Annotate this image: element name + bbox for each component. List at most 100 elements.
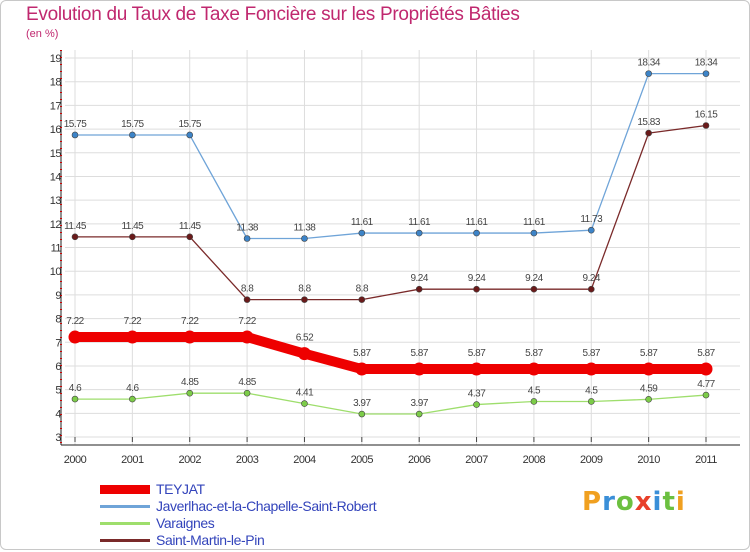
data-label: 4.5 — [585, 385, 598, 396]
data-label: 9.24 — [410, 273, 428, 284]
proxiti-logo: Proxiti — [582, 487, 686, 517]
data-label: 9.24 — [468, 273, 486, 284]
x-tick-label: 2005 — [351, 454, 374, 466]
y-tick-label: 4 — [55, 408, 61, 420]
y-tick-label: 8 — [55, 314, 61, 326]
x-tick-label: 2001 — [121, 454, 144, 466]
legend-label: TEYJAT — [156, 481, 205, 497]
series-point — [645, 129, 652, 137]
x-tick-label: 2010 — [637, 454, 660, 466]
series-point — [186, 131, 194, 139]
series-point — [530, 285, 538, 293]
series-point — [125, 330, 139, 344]
series-point — [358, 229, 366, 237]
series-point — [530, 229, 538, 237]
y-tick-label: 18 — [50, 77, 62, 89]
data-label: 9.24 — [525, 273, 543, 284]
data-label: 5.87 — [353, 348, 371, 359]
y-tick-label: 5 — [55, 385, 61, 397]
y-tick-label: 17 — [50, 100, 62, 112]
data-label: 8.8 — [356, 284, 369, 295]
series-line — [74, 72, 707, 240]
data-label: 5.87 — [640, 348, 658, 359]
data-label: 15.75 — [64, 119, 87, 130]
data-label: 4.85 — [181, 377, 199, 388]
y-tick-label: 15 — [50, 148, 62, 160]
data-label: 16.15 — [695, 110, 718, 121]
series-point — [183, 330, 197, 344]
data-label: 8.8 — [298, 284, 311, 295]
legend-swatch-saint-martin — [100, 539, 150, 542]
unit-label: (en %) — [26, 28, 59, 40]
data-label: 11.61 — [351, 217, 374, 228]
series-point — [68, 330, 82, 344]
x-tick-label: 2009 — [580, 454, 603, 466]
series-point — [297, 347, 311, 361]
x-tick-label: 2007 — [465, 454, 488, 466]
data-label: 5.87 — [525, 348, 543, 359]
y-tick-label: 10 — [50, 266, 62, 278]
data-label: 7.22 — [181, 316, 199, 327]
logo-letter: t — [662, 487, 676, 517]
y-tick-label: 6 — [55, 361, 61, 373]
legend-label: Saint-Martin-le-Pin — [156, 532, 265, 548]
chart-title: Evolution du Taux de Taxe Foncière sur l… — [26, 4, 520, 25]
data-label: 11.45 — [64, 221, 87, 232]
data-label: 11.45 — [121, 221, 144, 232]
data-label: 11.38 — [236, 222, 259, 233]
series-point — [240, 330, 254, 344]
series-point — [129, 233, 136, 241]
data-label: 18.34 — [695, 58, 718, 69]
y-tick-label: 7 — [55, 337, 61, 349]
legend-swatch-varaignes — [100, 522, 150, 525]
data-label: 4.6 — [126, 383, 139, 394]
series-point — [355, 362, 369, 376]
series-point — [243, 389, 251, 397]
series-point — [702, 122, 710, 129]
data-label: 11.73 — [580, 214, 603, 225]
series-point — [301, 296, 308, 303]
data-label: 5.87 — [468, 348, 486, 359]
series-point — [473, 229, 480, 237]
x-tick-label: 2004 — [293, 454, 316, 466]
series-point — [702, 391, 710, 399]
y-tick-label: 13 — [50, 195, 62, 207]
logo-letter: P — [582, 487, 603, 517]
data-label: 5.87 — [697, 348, 715, 359]
data-label: 5.87 — [410, 348, 428, 359]
y-tick-label: 12 — [50, 219, 62, 231]
data-label: 4.37 — [468, 389, 486, 400]
series-point — [645, 396, 652, 403]
grid — [65, 50, 740, 445]
data-label: 4.59 — [640, 383, 658, 394]
y-tick-label: 3 — [55, 432, 61, 444]
series-point — [584, 362, 598, 376]
series-point — [301, 400, 308, 407]
series-line — [74, 392, 707, 415]
data-label: 4.77 — [697, 379, 715, 390]
legend-swatch-javerlhac — [100, 505, 150, 508]
y-tick-label: 19 — [50, 53, 62, 65]
logo-letter: o — [615, 487, 635, 517]
data-label: 9.24 — [583, 273, 601, 284]
data-label: 11.61 — [466, 217, 489, 228]
series-point — [527, 362, 541, 376]
data-label: 8.8 — [241, 284, 254, 295]
logo-letter: i — [675, 487, 686, 517]
series-point — [301, 235, 308, 242]
series-point — [71, 131, 79, 139]
series-point — [71, 395, 79, 403]
series-point — [71, 233, 79, 241]
data-label: 11.61 — [523, 217, 546, 228]
data-label: 7.22 — [124, 316, 142, 327]
series-point — [470, 362, 484, 376]
series-point — [473, 401, 480, 408]
series-point — [129, 395, 136, 403]
x-tick-label: 2008 — [523, 454, 546, 466]
data-label: 3.97 — [410, 398, 428, 409]
series-point — [129, 131, 136, 139]
data-label: 11.45 — [179, 221, 202, 232]
series-point — [358, 296, 366, 303]
